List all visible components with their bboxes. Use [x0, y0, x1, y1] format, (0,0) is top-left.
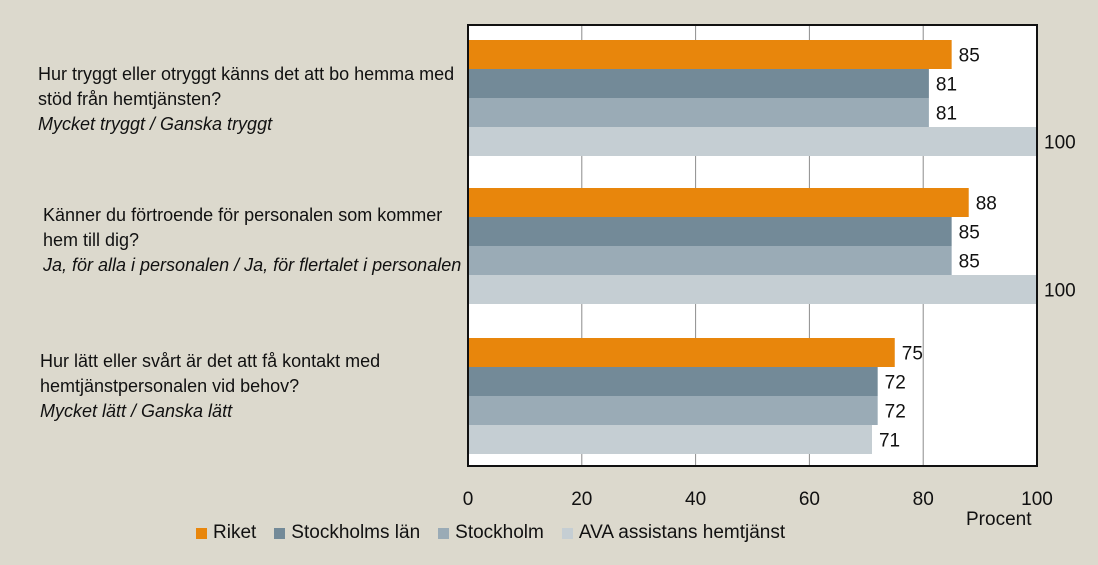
data-label: 75	[902, 344, 923, 365]
data-label: 85	[959, 223, 980, 244]
legend: Riket Stockholms län Stockholm AVA assis…	[196, 522, 803, 544]
legend-swatch	[438, 527, 450, 539]
legend-label: AVA assistans hemtjänst	[578, 522, 786, 543]
x-tick-label: 80	[913, 489, 934, 510]
answer-text: Mycket lätt / Ganska lätt	[40, 401, 233, 421]
data-label: 81	[936, 75, 957, 96]
legend-item-stockholm: Stockholm	[438, 522, 544, 544]
data-label: 85	[959, 252, 980, 273]
question-label-3: Hur lätt eller svårt är det att få konta…	[40, 349, 460, 424]
legend-swatch	[274, 527, 286, 539]
answer-text: Ja, för alla i personalen / Ja, för fler…	[43, 255, 462, 275]
legend-label: Stockholms län	[291, 522, 421, 543]
bar	[468, 425, 872, 454]
bar	[468, 188, 969, 217]
question-label-2: Känner du förtroende för personalen som …	[43, 203, 463, 278]
x-tick-label: 0	[463, 489, 474, 510]
legend-item-stockholms-lan: Stockholms län	[274, 522, 420, 544]
bar	[468, 69, 929, 98]
x-tick-label: 60	[799, 489, 820, 510]
answer-text: Mycket tryggt / Ganska tryggt	[38, 114, 273, 134]
x-tick-label: 40	[685, 489, 706, 510]
question-text: Hur lätt eller svårt är det att få konta…	[40, 351, 381, 396]
data-label: 72	[885, 402, 906, 423]
data-label: 88	[976, 194, 997, 215]
bar	[468, 98, 929, 127]
x-axis-unit-label: Procent	[966, 509, 1032, 530]
question-text: Hur tryggt eller otryggt känns det att b…	[38, 64, 455, 109]
bar	[468, 275, 1037, 304]
data-label: 100	[1044, 281, 1076, 302]
x-tick-label: 100	[1021, 489, 1053, 510]
legend-swatch	[196, 527, 207, 539]
x-tick-label: 20	[571, 489, 592, 510]
bar	[468, 217, 952, 246]
question-label-1: Hur tryggt eller otryggt känns det att b…	[38, 62, 458, 137]
legend-label: Stockholm	[455, 522, 544, 543]
data-label: 71	[879, 431, 900, 452]
bar	[468, 40, 952, 69]
plot-frame	[467, 24, 1038, 467]
bar	[468, 127, 1037, 156]
bar	[468, 396, 878, 425]
data-label: 100	[1044, 133, 1076, 154]
bar	[468, 246, 952, 275]
bar	[468, 338, 895, 367]
legend-item-riket: Riket	[196, 522, 256, 544]
legend-label: Riket	[213, 522, 257, 543]
data-label: 85	[959, 46, 980, 67]
question-text: Känner du förtroende för personalen som …	[43, 205, 443, 250]
legend-swatch	[561, 527, 573, 539]
data-label: 72	[885, 373, 906, 394]
legend-item-ava: AVA assistans hemtjänst	[561, 522, 786, 544]
bar	[468, 367, 878, 396]
data-label: 81	[936, 104, 957, 125]
